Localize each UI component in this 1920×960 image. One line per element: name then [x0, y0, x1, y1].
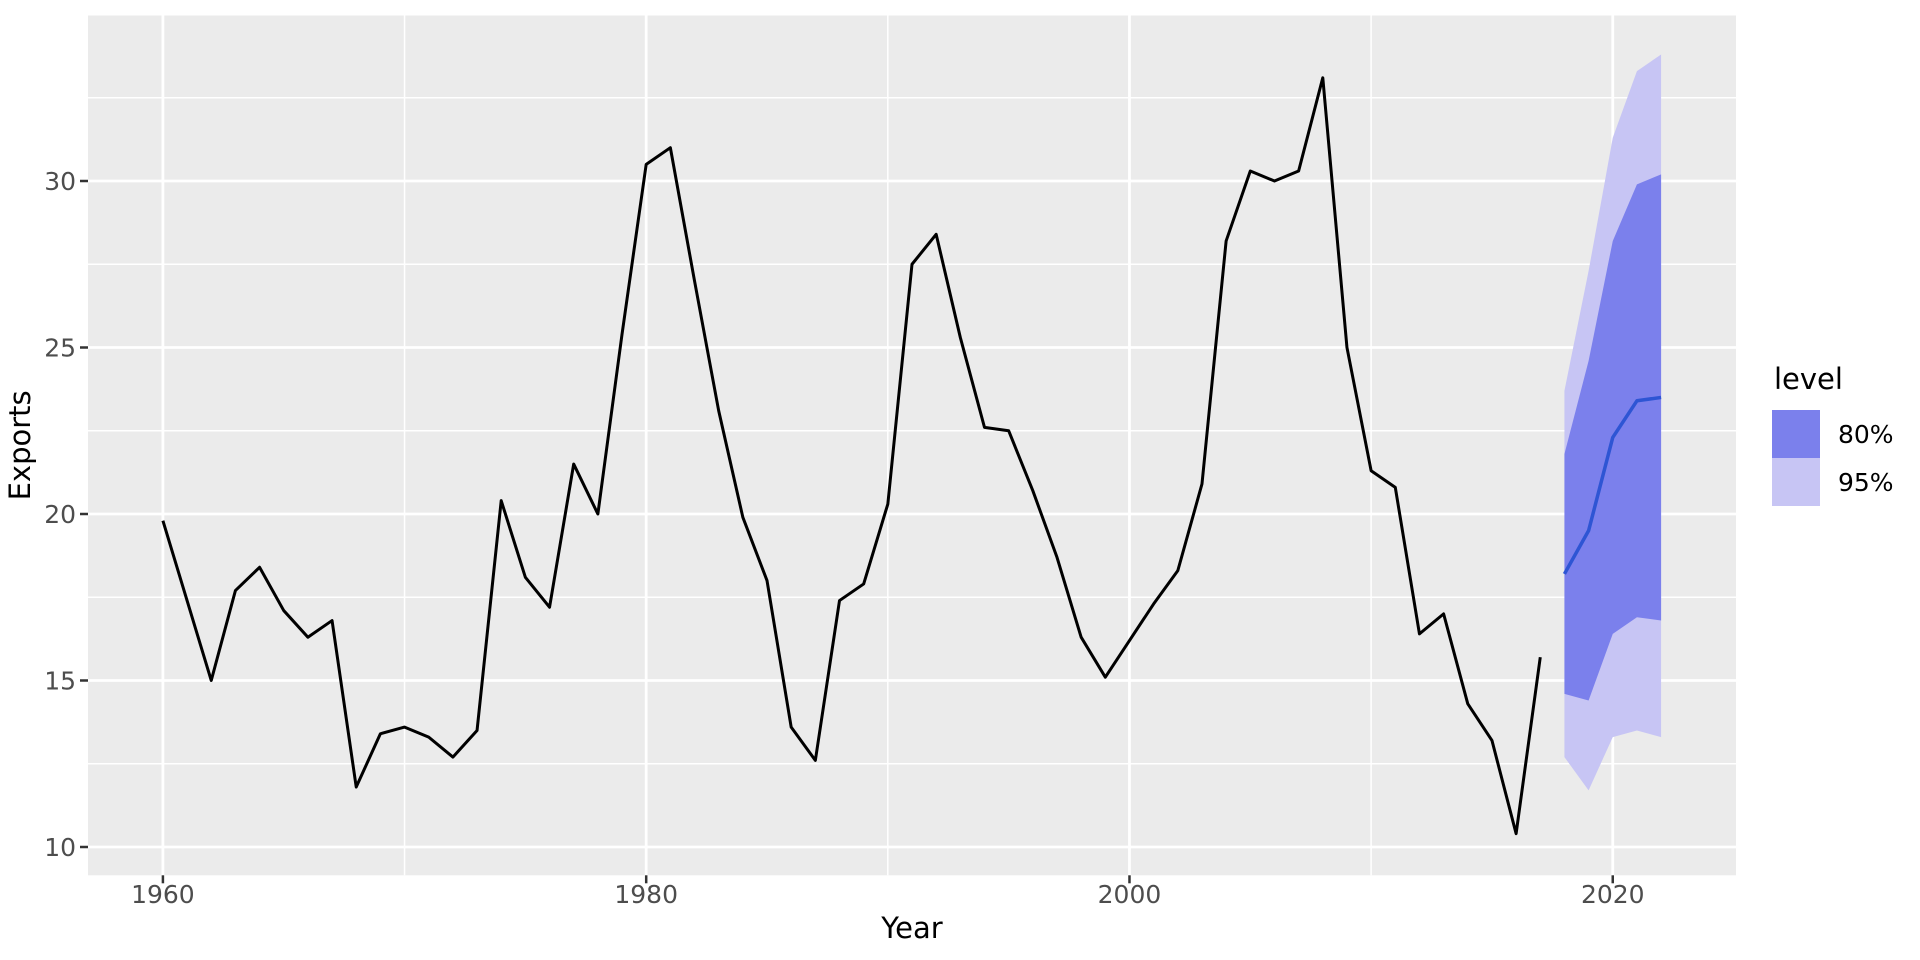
legend-swatch-80 — [1772, 410, 1820, 458]
forecast-mean-polyline — [1562, 395, 1662, 575]
axis-tick-labels: 1960 1980 2000 2020 10 15 20 25 30 — [44, 167, 1644, 909]
legend: level 80% 95% — [1772, 362, 1894, 506]
history-polyline — [161, 76, 1542, 836]
y-tick-label: 15 — [44, 666, 76, 695]
legend-label: 95% — [1838, 467, 1894, 497]
legend-title: level — [1774, 362, 1843, 396]
legend-key-95: 95% — [1772, 458, 1894, 506]
x-axis-title: Year — [880, 911, 942, 945]
forecast-mean-line — [1562, 395, 1662, 575]
plot-panel — [88, 15, 1736, 876]
x-tick-label: 2020 — [1581, 880, 1645, 909]
legend-key-80: 80% — [1772, 410, 1894, 458]
legend-swatch-95 — [1772, 458, 1820, 506]
y-axis-title: Exports — [3, 390, 37, 500]
legend-keys: 80% 95% — [1772, 410, 1894, 506]
y-tick-label: 30 — [44, 167, 76, 196]
legend-label: 80% — [1838, 419, 1894, 449]
y-tick-label: 20 — [44, 500, 76, 529]
x-tick-label: 2000 — [1098, 880, 1162, 909]
x-tick-label: 1980 — [614, 880, 678, 909]
axis-ticks — [80, 179, 1615, 884]
x-tick-label: 1960 — [131, 880, 195, 909]
y-tick-label: 10 — [44, 833, 76, 862]
y-tick-label: 25 — [44, 333, 76, 362]
history-line — [161, 76, 1542, 836]
